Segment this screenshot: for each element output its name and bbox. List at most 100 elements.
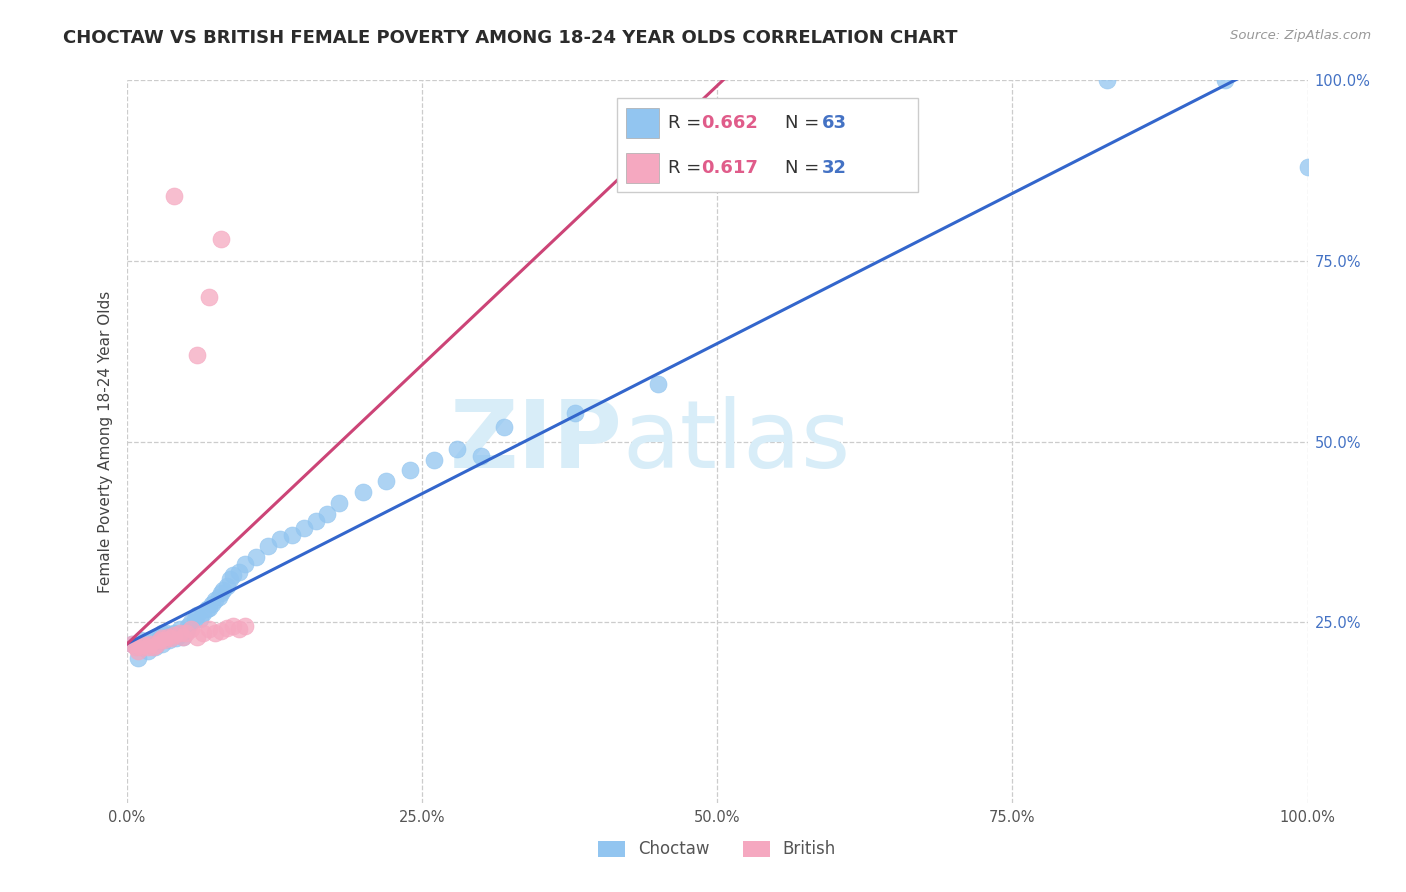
Point [145,638,167,652]
Point [174,624,197,638]
Point [446,442,468,456]
Point [174,626,197,640]
Point [422,452,444,467]
Point [125,640,148,655]
Point [155,626,177,640]
Text: 0.662: 0.662 [702,114,758,132]
Point [269,532,291,546]
Point [136,644,159,658]
Point [121,637,143,651]
Point [134,638,156,652]
Point [180,615,202,630]
Point [143,640,166,655]
Text: 63: 63 [821,114,846,132]
Point [172,630,194,644]
Point [127,644,149,658]
FancyBboxPatch shape [617,98,918,193]
Point [177,619,200,633]
Text: CHOCTAW VS BRITISH FEMALE POVERTY AMONG 18-24 YEAR OLDS CORRELATION CHART: CHOCTAW VS BRITISH FEMALE POVERTY AMONG … [63,29,957,46]
Point [150,631,173,645]
Text: N =: N = [786,114,825,132]
Point [184,611,207,625]
Point [127,651,149,665]
Point [148,635,170,649]
FancyBboxPatch shape [626,153,659,183]
Point [150,637,173,651]
Point [125,640,148,655]
Point [149,631,172,645]
Point [209,232,232,246]
Point [169,626,191,640]
Point [198,623,221,637]
Text: atlas: atlas [623,395,851,488]
Point [186,607,208,622]
Point [195,602,218,616]
Point [129,633,152,648]
Point [193,607,215,621]
Point [188,611,211,625]
Point [1296,160,1319,174]
Text: R =: R = [668,114,707,132]
Point [647,376,669,391]
Point [212,582,235,597]
Text: ZIP: ZIP [450,395,623,488]
Point [352,485,374,500]
Point [209,586,232,600]
Point [163,626,186,640]
Point [375,475,398,489]
Point [150,626,173,640]
Y-axis label: Female Poverty Among 18-24 Year Olds: Female Poverty Among 18-24 Year Olds [97,291,112,592]
Text: Source: ZipAtlas.com: Source: ZipAtlas.com [1230,29,1371,42]
Point [245,550,267,565]
Point [219,572,242,586]
Text: 32: 32 [821,159,846,177]
Point [169,623,191,637]
Point [1095,73,1118,87]
Point [165,631,187,645]
Point [186,348,208,362]
Point [145,630,167,644]
Point [215,621,238,635]
Point [134,638,156,652]
Point [139,637,162,651]
Point [156,630,179,644]
Point [222,568,245,582]
Point [163,628,186,642]
Legend: Choctaw, British: Choctaw, British [589,832,845,867]
Point [200,597,222,611]
Point [172,630,194,644]
Point [141,637,163,651]
Point [167,628,190,642]
Point [470,449,492,463]
Point [292,521,315,535]
Point [204,626,226,640]
Point [304,514,326,528]
Point [160,631,183,645]
Point [136,640,159,655]
Point [233,619,256,633]
Text: R =: R = [668,159,707,177]
Point [1213,73,1236,87]
Point [399,463,422,477]
Point [129,640,152,655]
Point [186,630,208,644]
Point [228,565,250,579]
Point [157,633,180,648]
Point [328,496,350,510]
Point [153,633,176,648]
Point [204,593,226,607]
FancyBboxPatch shape [626,108,659,137]
Point [139,633,162,648]
Point [209,624,232,638]
Point [257,539,280,553]
Point [228,623,250,637]
Point [160,628,183,642]
Point [564,406,586,420]
Point [316,507,339,521]
Point [198,290,221,304]
Point [180,623,202,637]
Point [222,619,245,633]
Point [153,631,176,645]
Point [163,189,186,203]
Point [281,528,304,542]
